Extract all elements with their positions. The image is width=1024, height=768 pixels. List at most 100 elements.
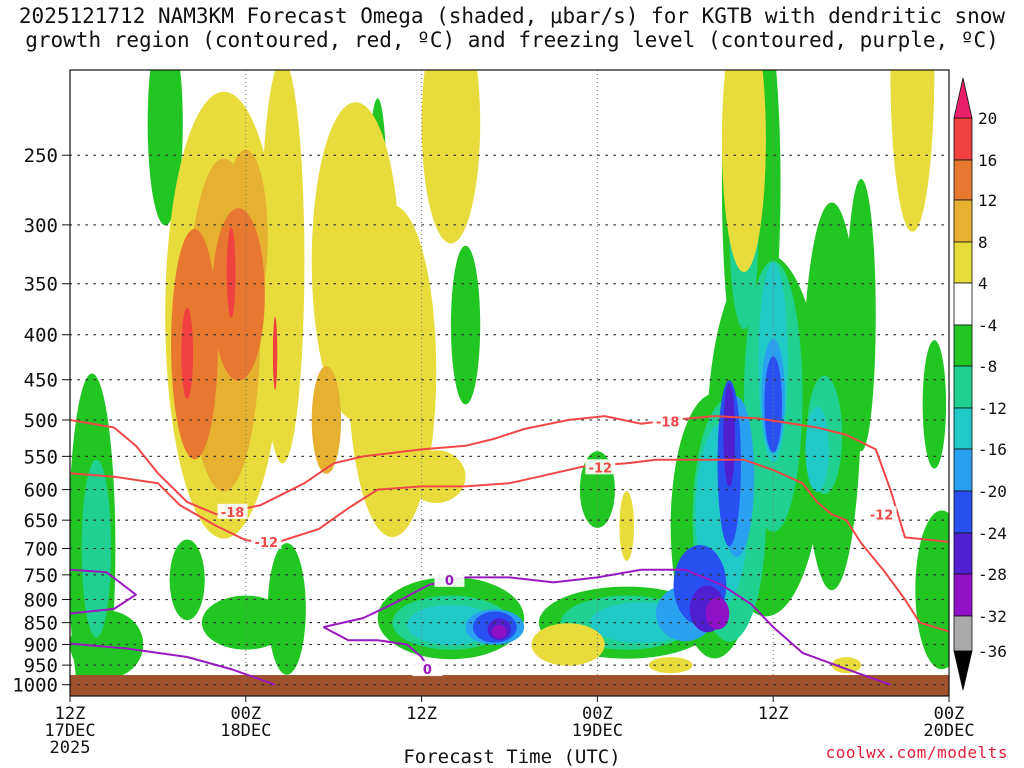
y-tick-label: 1000 bbox=[12, 675, 58, 697]
terrain-surface bbox=[70, 675, 949, 696]
omega-yellow-cell bbox=[721, 70, 766, 272]
y-axis: 2503003504004505005506006507007508008509… bbox=[12, 145, 70, 697]
omega-yellow-cell bbox=[890, 70, 935, 232]
contour-label-minus18-a-bg bbox=[652, 413, 683, 429]
colorbar-segment bbox=[953, 407, 973, 450]
omega-green-cell bbox=[169, 539, 205, 621]
y-tick-label: 550 bbox=[24, 446, 58, 468]
colorbar-label: -28 bbox=[978, 565, 1007, 584]
contour-label-minus12-a: -12 bbox=[589, 461, 613, 476]
contour-label-minus12-b-bg bbox=[251, 533, 282, 549]
omega-red-cell bbox=[272, 316, 278, 390]
y-tick-label: 800 bbox=[24, 589, 58, 611]
x-tick-label: 18DEC bbox=[220, 721, 271, 741]
y-tick-label: 300 bbox=[24, 215, 58, 237]
colorbar-bottom-arrow bbox=[953, 650, 973, 691]
contour-label-zero-a: 0 bbox=[445, 574, 454, 589]
contour-zero-b bbox=[70, 642, 276, 686]
x-tick-label: 17DEC bbox=[44, 721, 95, 741]
omega-violet-cell bbox=[705, 597, 730, 630]
omega-green-cell bbox=[450, 245, 481, 405]
colorbar-label: -8 bbox=[978, 357, 997, 376]
x-tick-label: 12Z bbox=[55, 704, 86, 724]
title-line-1: 2025121712 NAM3KM Forecast Omega (shaded… bbox=[18, 4, 1006, 28]
omega-red-cell bbox=[181, 307, 194, 400]
omega-orange-cell bbox=[171, 229, 218, 460]
omega-yellow-cell bbox=[348, 205, 437, 538]
omega-green-cell bbox=[70, 610, 144, 679]
colorbar-segment bbox=[953, 241, 973, 284]
omega-yellow-cell bbox=[421, 70, 481, 244]
colorbar-segment bbox=[953, 365, 973, 409]
omega-green-cell bbox=[922, 340, 947, 469]
x-tick-label: 2025 bbox=[50, 738, 91, 758]
colorbar-segment bbox=[953, 117, 973, 161]
omega-green-cell bbox=[147, 70, 183, 226]
colorbar-segment bbox=[953, 159, 973, 201]
colorbar-label: -4 bbox=[978, 316, 997, 335]
colorbar-segment bbox=[953, 532, 973, 575]
contour-zero-c bbox=[323, 568, 891, 686]
colorbar: 20 16 12 8 4 -4 -8 -12 -16 -20 -24 -28 -32 -36 bbox=[953, 77, 1007, 691]
title-line-2: growth region (contoured, red, ºC) and f… bbox=[25, 28, 999, 52]
y-tick-label: 400 bbox=[24, 325, 58, 347]
x-tick-label: 00Z bbox=[582, 704, 613, 724]
x-tick-label: 00Z bbox=[230, 704, 261, 724]
terrain-fill bbox=[70, 675, 949, 696]
contour-label-zero-a-bg bbox=[434, 571, 465, 587]
contour-minus12 bbox=[70, 458, 949, 633]
colorbar-label: 20 bbox=[978, 109, 997, 128]
contour-label-minus18-a: -18 bbox=[656, 415, 680, 430]
colorbar-label: 8 bbox=[978, 233, 988, 252]
omega-yellow-cell bbox=[406, 450, 466, 504]
colorbar-segment bbox=[953, 448, 973, 492]
colorbar-label: -12 bbox=[978, 399, 1007, 418]
x-tick-label: 00Z bbox=[934, 704, 965, 724]
contour-label-minus18-b-bg bbox=[217, 503, 248, 519]
colorbar-label: 4 bbox=[978, 274, 988, 293]
x-tick-label: 12Z bbox=[758, 704, 789, 724]
y-tick-label: 450 bbox=[24, 370, 58, 392]
colorbar-segment bbox=[953, 490, 973, 534]
y-tick-label: 600 bbox=[24, 480, 58, 502]
colorbar-segment bbox=[953, 324, 973, 367]
x-tick-label: 12Z bbox=[406, 704, 437, 724]
colorbar-top-arrow bbox=[953, 77, 973, 119]
contour-zero-a bbox=[70, 568, 137, 615]
contour-label-minus12-a-bg bbox=[585, 459, 616, 475]
omega-yellow-cell bbox=[619, 491, 635, 561]
y-tick-label: 250 bbox=[24, 145, 58, 167]
plot-frame bbox=[69, 69, 950, 697]
omega-yellow-cell bbox=[531, 623, 605, 666]
colorbar-label: -16 bbox=[978, 440, 1007, 459]
omega-violet-cell bbox=[491, 624, 507, 639]
colorbar-segment bbox=[953, 573, 973, 617]
contour-label-minus12-c-bg bbox=[866, 506, 897, 522]
contour-label-minus12-c: -12 bbox=[870, 508, 894, 523]
chart-title: 2025121712 NAM3KM Forecast Omega (shaded… bbox=[0, 4, 1024, 52]
colorbar-label: -24 bbox=[978, 524, 1007, 543]
contour-label-minus12-b: -12 bbox=[255, 536, 279, 551]
x-tick-label: 20DEC bbox=[923, 721, 974, 741]
colorbar-label: 16 bbox=[978, 151, 997, 170]
y-tick-label: 500 bbox=[24, 410, 58, 432]
y-tick-label: 900 bbox=[24, 634, 58, 656]
colorbar-label: 12 bbox=[978, 191, 997, 210]
omega-shading bbox=[70, 70, 949, 696]
colorbar-label: -36 bbox=[978, 642, 1007, 661]
contour-label-zero-b: 0 bbox=[423, 663, 432, 678]
y-tick-label: 350 bbox=[24, 274, 58, 296]
y-tick-label: 700 bbox=[24, 538, 58, 560]
omega-deepblue-cell bbox=[764, 356, 782, 453]
colorbar-segment bbox=[953, 199, 973, 243]
omega-orange-cell bbox=[212, 208, 265, 381]
colorbar-segment bbox=[953, 282, 973, 326]
y-tick-label: 950 bbox=[24, 655, 58, 677]
x-tick-label: 19DEC bbox=[572, 721, 623, 741]
omega-teal-cell bbox=[81, 459, 112, 638]
omega-yellow-cell bbox=[260, 70, 305, 464]
omega-cyan-cell bbox=[805, 406, 829, 492]
omega-indigo-cell bbox=[723, 383, 736, 487]
